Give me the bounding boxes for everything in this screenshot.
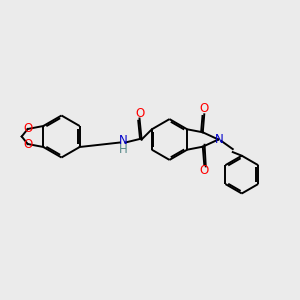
Text: O: O <box>200 164 209 177</box>
Text: H: H <box>118 142 127 156</box>
Text: O: O <box>24 138 33 151</box>
Text: N: N <box>118 134 127 148</box>
Text: O: O <box>136 106 145 120</box>
Text: N: N <box>215 133 224 146</box>
Text: O: O <box>24 122 33 135</box>
Text: O: O <box>200 102 209 116</box>
